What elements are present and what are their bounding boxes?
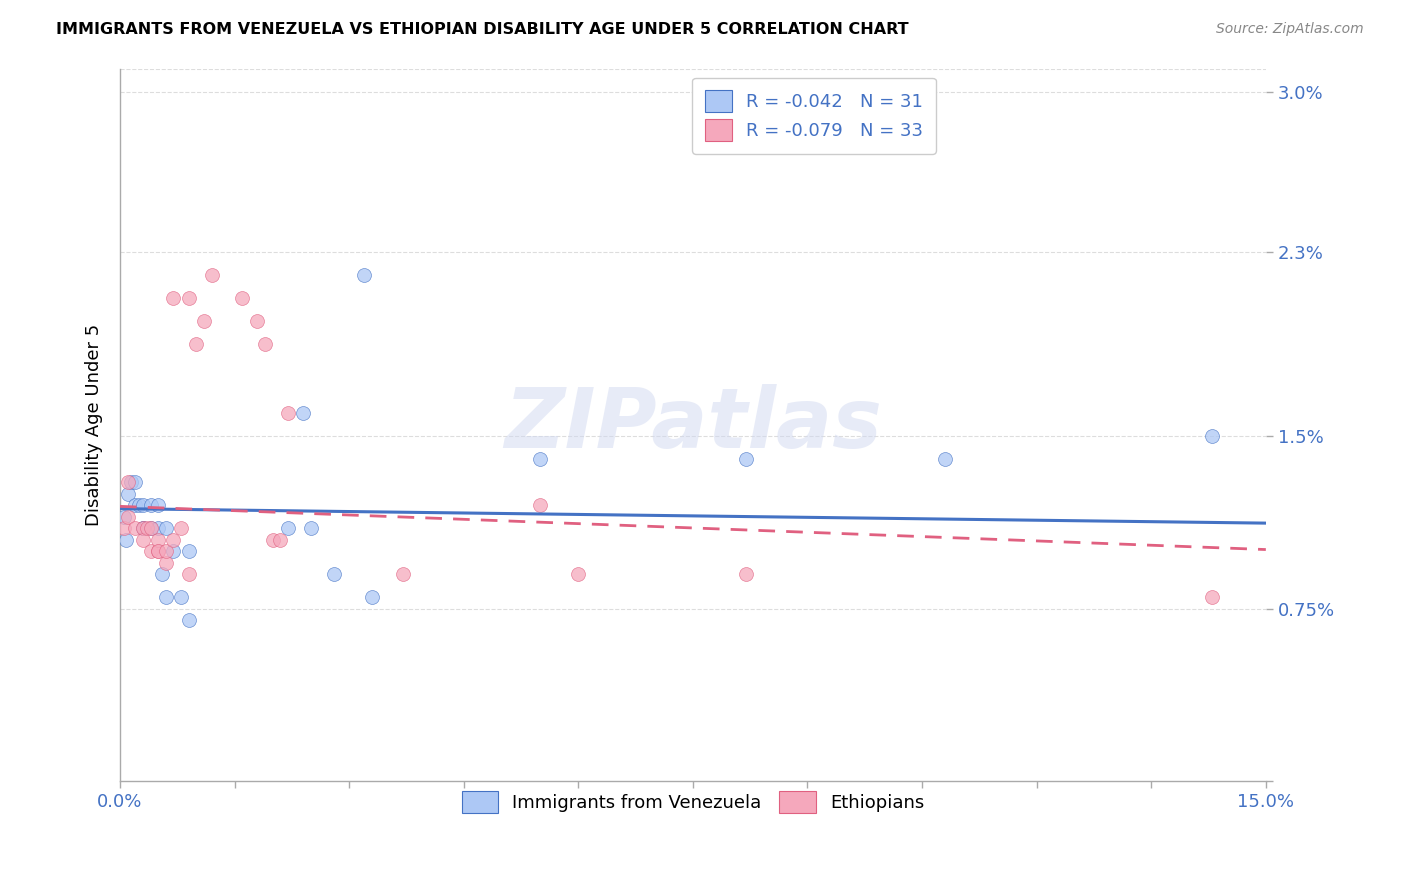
Legend: Immigrants from Venezuela, Ethiopians: Immigrants from Venezuela, Ethiopians bbox=[449, 778, 936, 825]
Point bbox=[361, 590, 384, 604]
Point bbox=[162, 544, 184, 558]
Point bbox=[146, 544, 169, 558]
Point bbox=[146, 533, 169, 547]
Point bbox=[193, 314, 215, 328]
Point bbox=[155, 521, 177, 535]
Point bbox=[128, 498, 150, 512]
Point bbox=[124, 475, 146, 490]
Point bbox=[117, 486, 139, 500]
Point bbox=[246, 314, 269, 328]
Point bbox=[139, 521, 162, 535]
Point bbox=[146, 521, 169, 535]
Point bbox=[155, 590, 177, 604]
Point bbox=[735, 452, 758, 467]
Point bbox=[567, 567, 589, 582]
Point bbox=[177, 567, 200, 582]
Point bbox=[117, 475, 139, 490]
Point bbox=[177, 291, 200, 305]
Point bbox=[186, 337, 208, 351]
Point bbox=[132, 521, 155, 535]
Point bbox=[162, 533, 184, 547]
Point bbox=[262, 533, 284, 547]
Text: Source: ZipAtlas.com: Source: ZipAtlas.com bbox=[1216, 22, 1364, 37]
Point bbox=[1201, 590, 1223, 604]
Point bbox=[299, 521, 322, 535]
Text: IMMIGRANTS FROM VENEZUELA VS ETHIOPIAN DISABILITY AGE UNDER 5 CORRELATION CHART: IMMIGRANTS FROM VENEZUELA VS ETHIOPIAN D… bbox=[56, 22, 908, 37]
Point bbox=[132, 521, 155, 535]
Point bbox=[120, 475, 142, 490]
Point bbox=[112, 509, 135, 524]
Point bbox=[529, 452, 551, 467]
Point bbox=[269, 533, 291, 547]
Point bbox=[150, 567, 173, 582]
Point bbox=[292, 406, 315, 420]
Point bbox=[132, 498, 155, 512]
Point bbox=[177, 544, 200, 558]
Point bbox=[277, 521, 299, 535]
Point bbox=[124, 498, 146, 512]
Point bbox=[170, 590, 193, 604]
Point bbox=[135, 521, 157, 535]
Point bbox=[124, 521, 146, 535]
Point bbox=[146, 544, 169, 558]
Point bbox=[155, 544, 177, 558]
Text: ZIPatlas: ZIPatlas bbox=[503, 384, 882, 466]
Point bbox=[353, 268, 375, 283]
Point bbox=[201, 268, 224, 283]
Point bbox=[277, 406, 299, 420]
Point bbox=[132, 521, 155, 535]
Y-axis label: Disability Age Under 5: Disability Age Under 5 bbox=[86, 324, 103, 526]
Point bbox=[529, 498, 551, 512]
Point bbox=[170, 521, 193, 535]
Point bbox=[322, 567, 344, 582]
Point bbox=[146, 498, 169, 512]
Point bbox=[132, 533, 155, 547]
Point bbox=[231, 291, 253, 305]
Point bbox=[112, 521, 135, 535]
Point bbox=[177, 613, 200, 627]
Point bbox=[254, 337, 277, 351]
Point bbox=[391, 567, 413, 582]
Point bbox=[155, 556, 177, 570]
Point bbox=[117, 509, 139, 524]
Point bbox=[934, 452, 956, 467]
Point bbox=[1201, 429, 1223, 443]
Point bbox=[162, 291, 184, 305]
Point bbox=[139, 498, 162, 512]
Point bbox=[139, 521, 162, 535]
Point bbox=[735, 567, 758, 582]
Point bbox=[115, 533, 138, 547]
Point bbox=[139, 544, 162, 558]
